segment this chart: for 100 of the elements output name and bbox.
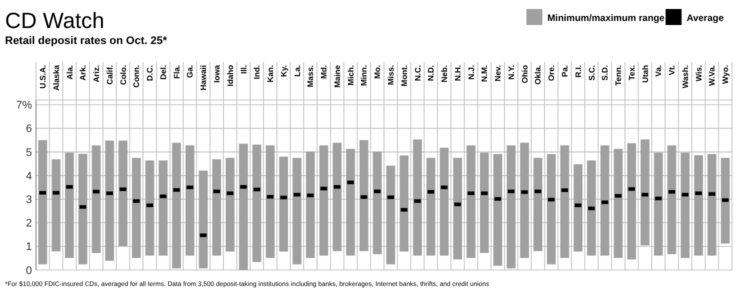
x-tick-label: Mo. xyxy=(373,65,382,79)
bar xyxy=(694,155,703,256)
bar xyxy=(92,145,101,253)
bar xyxy=(332,142,342,252)
bar xyxy=(614,148,623,258)
x-tick-label: Hawaii xyxy=(199,65,208,90)
bar xyxy=(118,140,128,246)
x-tick-label: W.Va. xyxy=(708,65,717,86)
x-tick-label: Conn. xyxy=(132,65,142,88)
bar xyxy=(627,143,636,260)
y-tick-label: 7% xyxy=(16,100,32,112)
x-tick-label: Ala. xyxy=(65,65,74,80)
bar xyxy=(520,142,529,258)
x-tick-label: Utah xyxy=(640,64,650,83)
bar xyxy=(680,152,690,258)
bar xyxy=(546,154,556,264)
x-tick-label: U.S.A. xyxy=(38,65,48,89)
bar xyxy=(186,145,194,256)
y-tick-label: 1 xyxy=(26,241,32,254)
x-tick-label: Del. xyxy=(158,65,168,80)
y-tick-label: 0 xyxy=(26,264,32,277)
x-tick-label: D.C. xyxy=(146,65,155,81)
x-tick-label: N.J. xyxy=(466,65,476,80)
x-tick-label: N.Y. xyxy=(506,65,516,80)
x-tick-label: Ill. xyxy=(239,65,248,74)
bar xyxy=(226,158,234,252)
x-tick-label: Ark. xyxy=(78,65,88,81)
bar xyxy=(466,145,476,258)
x-tick-label: Calif. xyxy=(105,65,114,85)
x-tick-label: La. xyxy=(292,65,302,77)
y-tick-label: 5 xyxy=(26,146,32,159)
x-tick-label: Tenn. xyxy=(614,65,624,86)
bar xyxy=(360,140,368,252)
x-tick-label: Pa. xyxy=(560,65,570,78)
bar xyxy=(640,139,650,246)
x-tick-label: Mont. xyxy=(400,65,409,86)
bar xyxy=(52,159,60,252)
y-tick-label: 3 xyxy=(26,194,32,206)
x-tick-label: Tex. xyxy=(627,65,636,80)
x-tick-label: N.M. xyxy=(480,65,490,82)
x-tick-label: N.C. xyxy=(413,65,422,81)
bar xyxy=(413,139,422,256)
x-tick-label: Ariz. xyxy=(92,65,102,82)
bar xyxy=(78,154,88,264)
bar xyxy=(239,144,248,270)
y-tick-label: 6 xyxy=(26,123,32,136)
bar xyxy=(574,164,582,252)
legend-label: Average xyxy=(686,13,724,24)
bar xyxy=(386,166,396,264)
x-tick-label: Wis. xyxy=(694,65,704,82)
bar xyxy=(346,148,355,256)
bar xyxy=(65,152,74,258)
x-tick-label: Ga. xyxy=(186,65,195,78)
x-tick-label: Ky. xyxy=(279,65,288,77)
bar xyxy=(560,145,570,258)
x-tick-label: Nev. xyxy=(494,65,503,82)
bar xyxy=(587,160,596,256)
x-tick-label: Miss. xyxy=(386,65,396,86)
bar xyxy=(372,151,382,254)
y-tick-label: 2 xyxy=(26,218,32,230)
x-tick-label: Wash. xyxy=(680,65,690,88)
x-tick-label: N.D. xyxy=(426,65,436,81)
bar xyxy=(266,145,275,258)
bar xyxy=(212,159,222,256)
bar xyxy=(708,154,716,256)
bar xyxy=(600,145,610,256)
x-tick-label: Fla. xyxy=(172,65,182,79)
x-tick-label: Minn. xyxy=(360,65,369,86)
bar xyxy=(172,142,181,268)
bar xyxy=(319,145,328,256)
bar xyxy=(292,158,302,264)
x-tick-label: Kan. xyxy=(266,65,276,82)
bar xyxy=(306,151,315,258)
bar xyxy=(480,152,489,253)
x-tick-label: Maine xyxy=(332,64,342,88)
x-tick-label: Neb. xyxy=(440,65,450,82)
x-tick-label: Ind. xyxy=(252,65,262,80)
x-tick-label: Ohio xyxy=(520,64,530,84)
x-tick-label: Vt. xyxy=(668,65,677,76)
bar xyxy=(667,145,676,254)
bar xyxy=(534,158,542,252)
bar xyxy=(453,158,462,260)
bar xyxy=(198,170,208,268)
x-tick-label: Md. xyxy=(320,65,329,79)
x-tick-label: Iowa xyxy=(212,64,222,83)
x-tick-label: Mass. xyxy=(306,65,316,88)
x-tick-label: Okla. xyxy=(534,65,543,85)
chart-subtitle: Retail deposit rates on Oct. 25* xyxy=(5,35,168,47)
x-tick-label: Va. xyxy=(654,65,664,77)
bar xyxy=(426,158,436,256)
x-tick-label: Mich. xyxy=(346,65,356,86)
x-tick-label: N.H. xyxy=(453,65,462,81)
x-tick-label: S.C. xyxy=(587,65,596,81)
bar xyxy=(506,145,516,268)
legend-label: Minimum/maximum range xyxy=(547,13,665,24)
bar xyxy=(279,156,288,252)
x-tick-label: Alaska xyxy=(52,64,61,91)
x-tick-label: Colo. xyxy=(118,65,128,85)
chart-title: CD Watch xyxy=(5,8,104,33)
bar xyxy=(158,160,168,256)
